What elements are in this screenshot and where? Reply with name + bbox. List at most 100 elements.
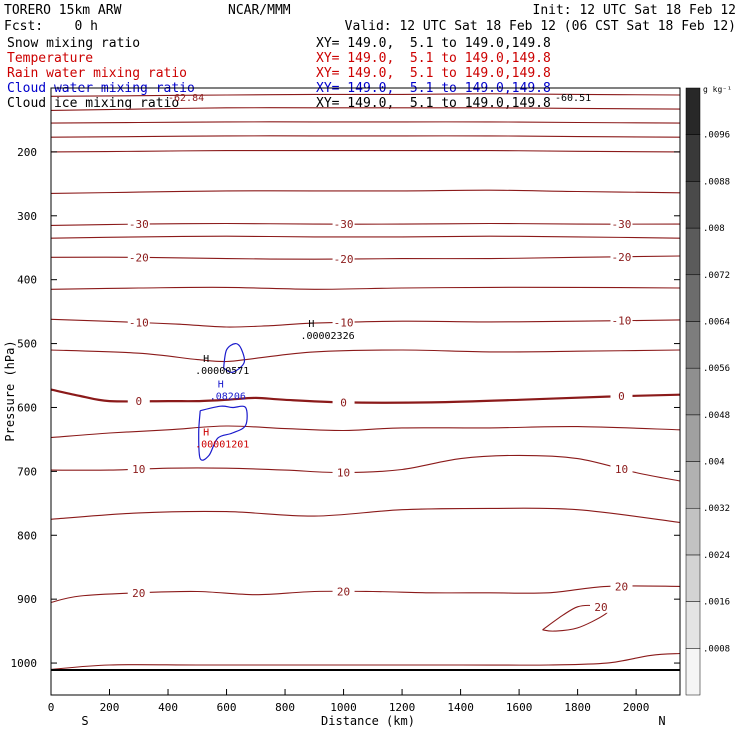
isotherm-minus-10 [50, 318, 681, 328]
x-tick-label: 400 [158, 701, 178, 714]
isotherm-label-bg [127, 251, 150, 264]
colorbar-bin [685, 227, 701, 276]
x-tick-label: 1800 [564, 701, 591, 714]
x-axis-title: Distance (km) [321, 714, 415, 728]
isotherm-label-bg [590, 600, 613, 613]
colorbar-tick-label: .0056 [703, 364, 730, 374]
isotherm-label-bg [127, 218, 150, 231]
isotherm-label-bg [127, 395, 150, 408]
isotherm-5 [50, 425, 681, 439]
isotherm-label: -20 [612, 251, 632, 264]
isotherm-label-bg [610, 390, 633, 403]
colorbar-tick-label: .0072 [703, 271, 730, 281]
max-marker: H [203, 427, 209, 438]
isotherm-label: 20 [337, 585, 350, 598]
isotherm-label: -30 [612, 218, 632, 231]
isotherm-label-bg [332, 396, 355, 409]
plot-area: -30 -30 -30 -20 -20 -20 -10 -10 -10 0 0 0 10 10 10 20 20… [50, 93, 681, 671]
max-marker: H [218, 380, 224, 391]
colorbar-bin [685, 507, 701, 556]
colorbar-tick-label: .0048 [703, 411, 730, 421]
isotherm-label: 0 [618, 390, 625, 403]
isotherm-label-bg [610, 218, 633, 231]
colorbar-tick-label: .0032 [703, 504, 730, 514]
south-label: S [81, 714, 88, 728]
y-axis-title: Pressure (hPa) [3, 340, 17, 441]
colorbar-tick-label: .0088 [703, 177, 730, 187]
isotherm-15 [50, 507, 681, 524]
model-title: TORERO 15km ARW [4, 3, 122, 18]
colorbar-bin [685, 321, 701, 369]
y-tick-label: 900 [17, 593, 37, 606]
isotherm-label: -10 [612, 315, 632, 328]
y-tick-label: 600 [17, 401, 37, 414]
x-tick-label: 1200 [389, 701, 416, 714]
isotherm-label-bg [332, 218, 355, 231]
max-value-label: .00002326 [300, 331, 354, 342]
isotherm-label-bg [610, 580, 633, 593]
top-right-value: -60.51 [555, 93, 591, 104]
isotherm-minus-40 [50, 150, 681, 153]
x-tick-label: 2000 [623, 701, 650, 714]
isotherm-label: 10 [337, 467, 350, 480]
isotherm-label: 10 [615, 463, 628, 476]
valid-time: Valid: 12 UTC Sat 18 Feb 12 (06 CST Sat … [345, 19, 736, 34]
isotherm-label-bg [610, 314, 633, 327]
colorbar-tick-label: .008 [703, 224, 725, 234]
isotherm-label: -10 [334, 316, 354, 329]
y-tick-label: 700 [17, 465, 37, 478]
colorbar-bin [685, 134, 701, 182]
isotherm-minus-60 [50, 93, 681, 97]
forecast-hour: Fcst: 0 h [4, 19, 98, 34]
isotherm-label-bg [332, 253, 355, 266]
isotherm-0 [50, 388, 681, 404]
legend-xy-temperature: XY= 149.0, 5.1 to 149.0,149.8 [316, 51, 551, 66]
x-tick-label: 1400 [447, 701, 474, 714]
isotherm-label: -20 [334, 253, 354, 266]
legend-xy-rain: XY= 149.0, 5.1 to 149.0,149.8 [316, 66, 551, 81]
colorbar-bin [685, 601, 701, 649]
legend-name-snow: Snow mixing ratio [7, 36, 140, 51]
x-tick-label: 800 [275, 701, 295, 714]
x-tick-label: 1600 [506, 701, 533, 714]
colorbar-bin [685, 367, 701, 416]
max-marker: H [308, 319, 314, 330]
isotherm-label-bg [610, 250, 633, 263]
isotherm-label: 10 [132, 463, 145, 476]
max-value-label: .00001201 [195, 439, 249, 450]
y-tick-label: 500 [17, 338, 37, 351]
isotherm-label: 20 [132, 587, 145, 600]
isotherm-25 [50, 652, 681, 670]
init-time: Init: 12 UTC Sat 18 Feb 12 [533, 3, 737, 18]
isotherm-label-bg [332, 466, 355, 479]
colorbar-bin [685, 87, 701, 135]
legend-xy-snow: XY= 149.0, 5.1 to 149.0,149.8 [316, 36, 551, 51]
colorbar-tick-label: .0016 [703, 598, 730, 608]
legend-name-rain: Rain water mixing ratio [7, 66, 187, 81]
isotherm-minus-55 [50, 107, 681, 111]
isotherm-label: 20 [615, 580, 628, 593]
isotherm-minus-45 [50, 135, 681, 138]
north-label: N [658, 714, 665, 728]
colorbar-bin [685, 414, 701, 462]
y-tick-label: 400 [17, 274, 37, 287]
colorbar-tick-label: .0024 [703, 551, 730, 561]
colorbar-tick-label: .004 [703, 458, 725, 468]
isotherm-label: -10 [129, 316, 149, 329]
isotherm-label: 0 [135, 395, 142, 408]
x-tick-label: 200 [100, 701, 120, 714]
x-tick-label: 0 [48, 701, 55, 714]
isotherm-minus-25 [50, 235, 681, 239]
isotherm-label-bg [332, 585, 355, 598]
x-tick-label: 600 [217, 701, 237, 714]
legend-name-cloud-ice: Cloud ice mixing ratio [7, 96, 179, 111]
isotherm-10 [50, 454, 681, 482]
colorbar-bin [685, 274, 701, 322]
y-tick-label: 1000 [11, 657, 38, 670]
cloud-water-contour [223, 342, 246, 373]
isotherm-label-bg [127, 586, 150, 599]
colorbar-bin [685, 181, 701, 229]
y-tick-label: 800 [17, 529, 37, 542]
